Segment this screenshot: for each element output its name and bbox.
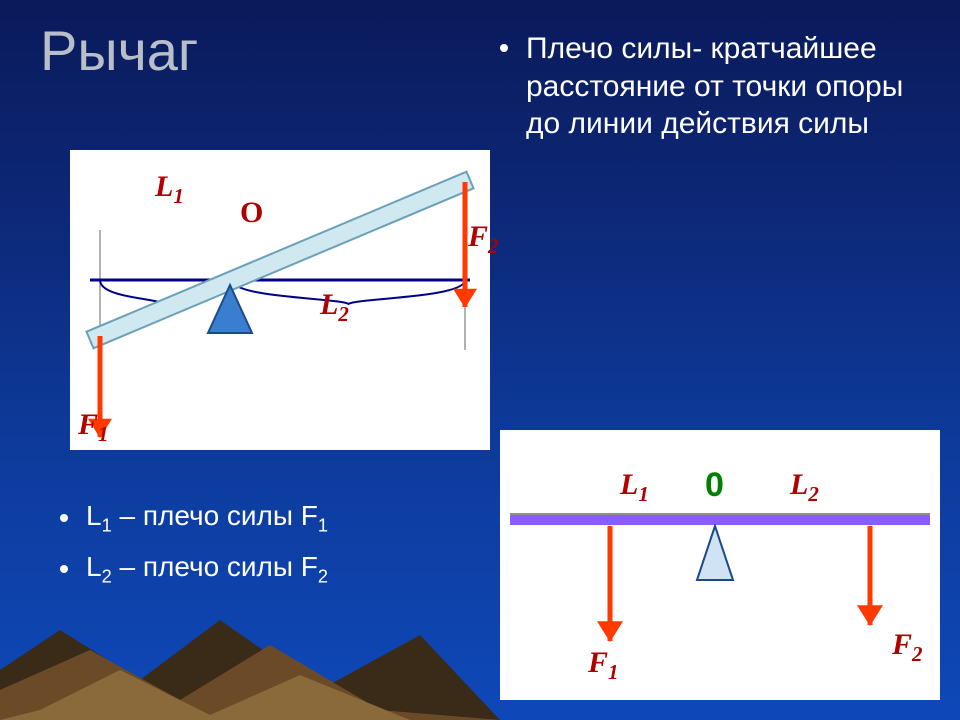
bullet-dot-icon (60, 565, 68, 573)
label-l1: L1 (155, 170, 184, 209)
label2-f2: F2 (892, 628, 923, 667)
label-o: O (240, 196, 263, 230)
definition-block: Плечо силы- кратчайшее расстояние от точ… (500, 30, 930, 143)
bullet-l1: L1 – плечо силы F1 (86, 500, 328, 537)
label2-f1: F1 (588, 646, 619, 685)
slide: Рычаг Плечо силы- кратчайшее расстояние … (0, 0, 960, 720)
lever-diagram-flat: L1 0 L2 F1 F2 (500, 430, 940, 700)
label2-zero: 0 (705, 466, 724, 505)
label2-l2: L2 (790, 468, 819, 507)
definition-text: Плечо силы- кратчайшее расстояние от точ… (526, 30, 930, 143)
bullet-dot-icon (60, 514, 68, 522)
lever-diagram-angled: L1 O L2 F1 F2 (70, 150, 490, 450)
label-f2: F2 (468, 220, 499, 259)
lever-diagram-angled-svg (70, 150, 490, 450)
label2-l1: L1 (620, 468, 649, 507)
bullet-dot-icon (500, 44, 508, 52)
slide-title: Рычаг (40, 18, 198, 83)
arm-bullets: L1 – плечо силы F1 L2 – плечо силы F2 (60, 500, 328, 601)
label-f1: F1 (78, 408, 109, 447)
bullet-l2: L2 – плечо силы F2 (86, 551, 328, 588)
label-l2: L2 (320, 288, 349, 327)
